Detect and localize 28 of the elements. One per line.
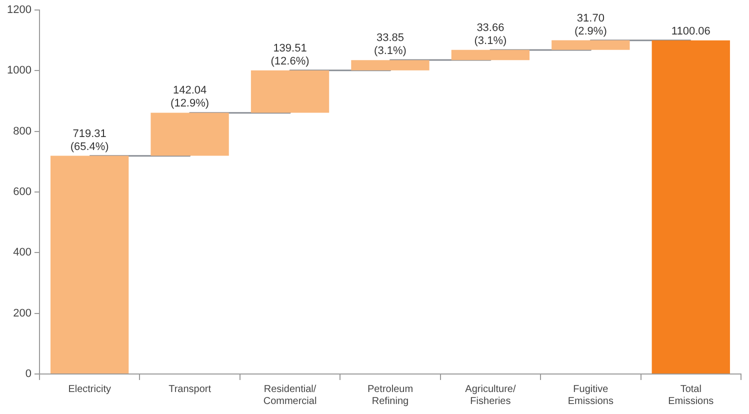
y-tick-label: 1200: [6, 4, 32, 16]
data-label: 33.66 (3.1%): [474, 22, 507, 47]
x-tick-label: Agriculture/ Fisheries: [465, 384, 516, 407]
data-label: 33.85 (3.1%): [374, 32, 406, 58]
data-label: 31.70 (2.9%): [574, 12, 607, 38]
bar: [351, 60, 430, 70]
y-tick-label: 800: [13, 125, 32, 138]
data-label: 719.31 (65.4%): [70, 128, 109, 153]
bar: [150, 112, 229, 156]
bar: [652, 40, 730, 374]
data-label: 1100.06: [671, 25, 710, 38]
bar: [552, 40, 630, 50]
x-tick-label: Transport: [168, 384, 212, 395]
x-tick-label: Petroleum Refining: [367, 384, 414, 407]
bar: [250, 70, 330, 113]
bar: [451, 50, 530, 60]
data-label: 142.04 (12.9%): [170, 84, 210, 110]
y-tick-label: 200: [13, 307, 32, 320]
x-tick-label: Total Emissions: [668, 384, 714, 407]
x-tick-label: Fugitive Emissions: [568, 384, 614, 407]
bar: [50, 156, 129, 374]
y-tick-label: 0: [25, 368, 32, 380]
x-tick-label: Electricity: [68, 384, 111, 395]
y-tick-label: 1000: [6, 64, 32, 77]
data-label: 139.51 (12.6%): [270, 42, 310, 68]
y-tick-label: 400: [13, 246, 32, 259]
y-tick-label: 600: [13, 186, 32, 198]
x-tick-label: Residential/ Commercial: [263, 384, 317, 407]
